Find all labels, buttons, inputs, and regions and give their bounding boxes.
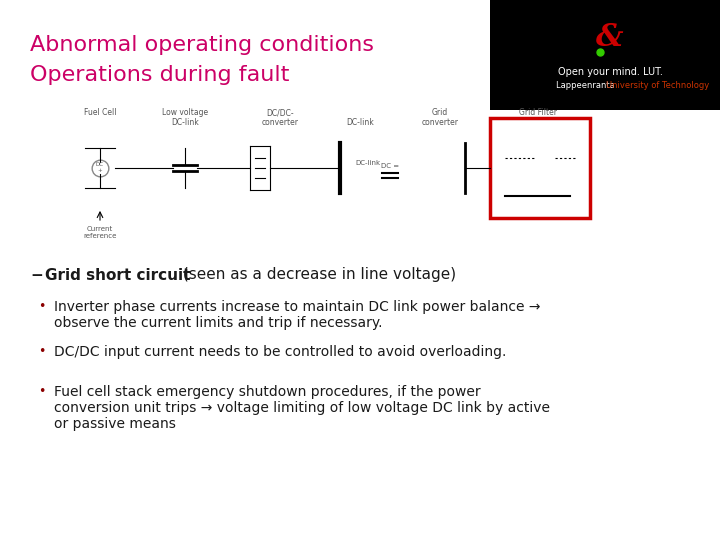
Text: (seen as a decrease in line voltage): (seen as a decrease in line voltage) (178, 267, 456, 282)
Text: Grid short circuit: Grid short circuit (45, 267, 191, 282)
Text: DC/DC-
converter: DC/DC- converter (261, 108, 299, 127)
Text: DC: DC (96, 163, 104, 167)
Text: University of Technology: University of Technology (606, 82, 709, 91)
Text: +: + (98, 168, 102, 173)
Text: Fuel Cell: Fuel Cell (84, 108, 116, 117)
Text: Open your mind. LUT.: Open your mind. LUT. (557, 67, 662, 77)
Text: Grid Filter: Grid Filter (519, 108, 557, 117)
Text: Abnormal operating conditions: Abnormal operating conditions (30, 35, 374, 55)
Text: DC-link: DC-link (355, 160, 380, 166)
Text: −: − (30, 267, 42, 282)
Text: Current
reference: Current reference (84, 226, 117, 239)
Text: •: • (38, 345, 45, 358)
Text: DC/DC input current needs to be controlled to avoid overloading.: DC/DC input current needs to be controll… (54, 345, 506, 359)
Text: Grid
converter: Grid converter (421, 108, 459, 127)
Text: &: & (596, 23, 624, 53)
Text: •: • (38, 300, 45, 313)
Text: Low voltage
DC-link: Low voltage DC-link (162, 108, 208, 127)
Text: •: • (38, 385, 45, 398)
Text: DC =: DC = (381, 163, 399, 169)
Text: DC-link: DC-link (346, 118, 374, 127)
Text: Operations during fault: Operations during fault (30, 65, 289, 85)
Bar (490, 0, 720, 110)
Text: Lappeenranta: Lappeenranta (556, 82, 617, 91)
Bar (490, 118, 590, 218)
Text: Inverter phase currents increase to maintain DC link power balance →
observe the: Inverter phase currents increase to main… (54, 300, 541, 330)
Text: Fuel cell stack emergency shutdown procedures, if the power
conversion unit trip: Fuel cell stack emergency shutdown proce… (54, 385, 550, 431)
